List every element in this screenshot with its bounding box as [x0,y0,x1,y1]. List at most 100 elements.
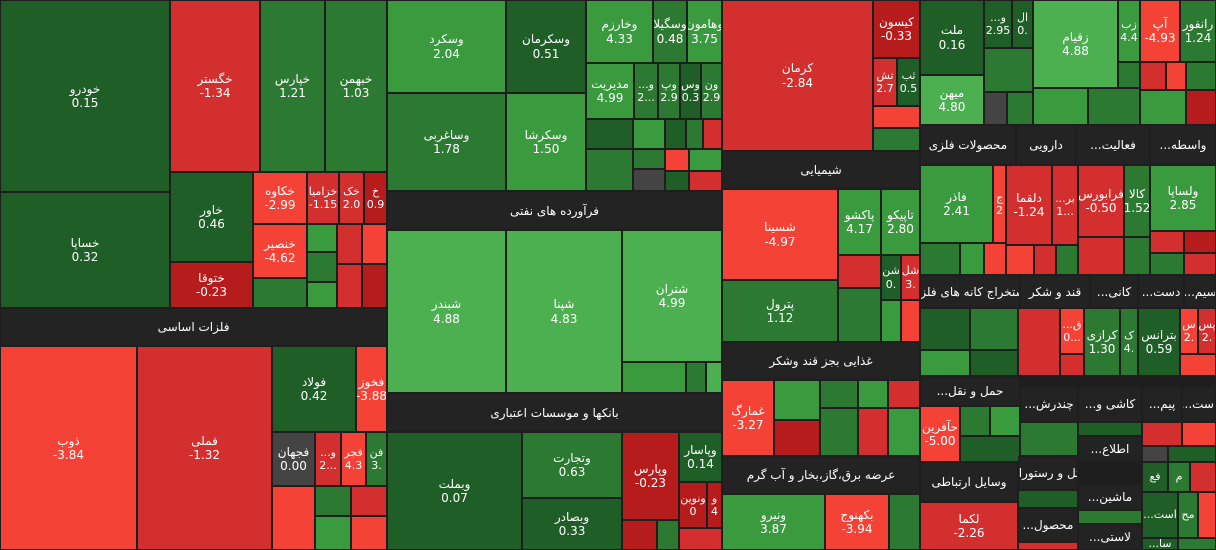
sector-header-ast[interactable]: است... [1182,386,1216,422]
cell-zagheim[interactable]: زقیام 4.88 [1033,0,1118,88]
cell-ranfour[interactable]: رانفور 1.24 [1180,0,1216,62]
cell-vbsader[interactable]: وبصادر 0.33 [522,498,622,550]
cell-modirit[interactable]: مدیریت 4.99 [586,63,634,119]
cell-wire-small-1[interactable] [1180,354,1216,376]
cell-khgostar[interactable]: خگستر -1.34 [170,0,260,172]
cell-food2-small-1[interactable] [1118,62,1140,88]
cell-zob[interactable]: ذوب -3.84 [0,346,137,550]
sector-header-estekhraj[interactable]: استخراج کانه های فلزی [920,275,1020,308]
sector-header-lastik[interactable]: لاستی... [1078,524,1142,550]
cell-metal-small-2[interactable] [315,486,351,516]
cell-trans-small-3[interactable] [960,436,1020,462]
cell-vnovin[interactable]: ونوین 0 [679,482,707,528]
cell-food-small-4[interactable] [888,380,920,408]
cell-metal-small-5[interactable] [351,516,387,550]
cell-misc-small-3[interactable] [1190,462,1216,492]
cell-vskerman[interactable]: وسکرمان 0.51 [506,0,586,93]
cell-drug-small-2[interactable] [1034,245,1056,275]
cell-al[interactable]: ال 0. [1012,0,1033,48]
cell-ab[interactable]: آپ -4.93 [1140,0,1180,62]
cell-khbahman[interactable]: خبهمن 1.03 [325,0,387,172]
sector-header-haml[interactable]: حمل و نقل... [920,376,1020,406]
cell-mine-small-1[interactable] [920,308,970,350]
cell-v-dots[interactable]: و... 2... [315,432,341,486]
cell-metal-small-3[interactable] [351,486,387,516]
cell-sab[interactable]: ثب 0.5 [897,58,920,106]
cell-melat[interactable]: ملت 0.16 [920,0,984,75]
cell-inv-small-2[interactable] [633,119,665,149]
cell-sugar-small-1[interactable] [1018,308,1060,376]
cell-m[interactable]: م [1168,462,1190,492]
cell-betrans[interactable]: بترانس 0.59 [1138,308,1180,376]
cell-fader[interactable]: فاذر 2.41 [920,165,993,243]
cell-bank-small-1[interactable] [622,520,657,550]
cell-tile-small-1[interactable] [1078,422,1142,436]
cell-svc-small-4[interactable] [1140,90,1186,125]
sector-header-mashin[interactable]: ماشین... [1078,484,1142,510]
cell-inv-small-5[interactable] [703,119,722,149]
cell-fin-small-2[interactable] [1124,237,1150,275]
cell-k[interactable]: ک 4. [1120,308,1138,376]
sector-header-bargh[interactable]: عرضه برق،گاز،بخار و آب گرم [722,456,920,494]
cell-fj[interactable]: ج 2 [993,165,1006,243]
cell-chem-small-3[interactable] [838,255,881,288]
cell-misc-small-1[interactable] [1142,446,1168,462]
cell-khnasir[interactable]: خنصیر -4.62 [253,224,307,278]
cell-food-small-1[interactable] [774,380,820,420]
cell-food-small-8[interactable] [888,408,920,456]
cell-fkhooz[interactable]: فخوز -3.88 [356,346,387,432]
cell-sugar-small-2[interactable] [1060,354,1084,376]
cell-lease-small-4[interactable] [1184,253,1216,275]
cell-food-small-2[interactable] [820,380,858,408]
cell-svc-small-1[interactable] [1140,62,1166,90]
cell-vniro[interactable]: ونیرو 3.87 [722,494,825,550]
sector-header-vasayel[interactable]: وسایل ارتباطی [920,462,1018,502]
sector-header-kashi[interactable]: کاشی و... [1078,386,1142,422]
cell-mine-small-2[interactable] [970,308,1018,350]
sector-header-chandresh[interactable]: چندرش... [1020,386,1078,422]
cell-kesoon[interactable]: کیسون -0.33 [873,0,920,58]
cell-ext-small-1[interactable] [1182,422,1216,446]
sector-header-kani[interactable]: کانی... [1090,275,1138,308]
cell-mihan[interactable]: میهن 4.80 [920,75,984,125]
cell-auto-small-5[interactable] [307,252,337,282]
cell-inv-small-7[interactable] [633,169,665,191]
cell-gh[interactable]: ق... 0... [1060,308,1084,354]
sector-header-shimiaee[interactable]: شیمیایی [722,151,920,189]
cell-auto-small-3[interactable] [337,224,362,264]
cell-auto-small-1[interactable] [253,278,307,308]
cell-kh[interactable]: خ 0.9 [364,172,387,224]
cell-sal[interactable]: سا... [1142,538,1178,550]
cell-khak[interactable]: خک 2.0 [339,172,364,224]
cell-s[interactable]: س 2. [1180,308,1198,354]
sector-header-felezat[interactable]: فلزات اساسی [0,308,387,346]
cell-oil-small-1[interactable] [622,362,686,393]
cell-auto-small-8[interactable] [362,264,387,308]
cell-shtran[interactable]: شتران 4.99 [622,230,722,362]
cell-shpna[interactable]: شپنا 4.83 [506,230,622,393]
cell-khakah[interactable]: خکاوه -2.99 [253,172,307,224]
sector-header-banks[interactable]: بانکها و موسسات اعتباری [387,393,722,432]
cell-lease-small-3[interactable] [1150,253,1184,275]
cell-tapiko[interactable]: تاپیکو 2.80 [881,189,920,255]
sector-header-hotel[interactable]: هتل و رستوران [1018,456,1078,490]
cell-von[interactable]: ون 2.9 [701,63,722,119]
cell-auto-small-6[interactable] [307,282,337,308]
cell-khzamia[interactable]: خزامیا -1.15 [307,172,339,224]
cell-metalprod-small-3[interactable] [984,243,1006,275]
sector-header-vaseteh[interactable]: واسطه... [1150,125,1216,165]
cell-mine-small-3[interactable] [920,350,970,376]
cell-shbandar[interactable]: شبندر 4.88 [387,230,506,393]
cell-svc-small-2[interactable] [1166,62,1186,90]
cell-vsgila[interactable]: وسگیلا 0.48 [653,0,687,63]
cell-lease-small-2[interactable] [1184,231,1216,253]
cell-misc-small-5[interactable] [1178,538,1216,550]
cell-dlghma[interactable]: دلقما -1.24 [1006,165,1052,245]
cell-hafarin[interactable]: حآفرین -5.00 [920,406,960,462]
cell-v-small[interactable]: و... 2... [634,63,658,119]
sector-header-faaliat[interactable]: فعالیت... [1076,125,1150,165]
cell-inv-small-9[interactable] [665,149,689,171]
sector-header-mahsool[interactable]: محصول... [1018,508,1078,542]
cell-drug-small-1[interactable] [1006,245,1034,275]
cell-food-small-6[interactable] [820,408,858,456]
